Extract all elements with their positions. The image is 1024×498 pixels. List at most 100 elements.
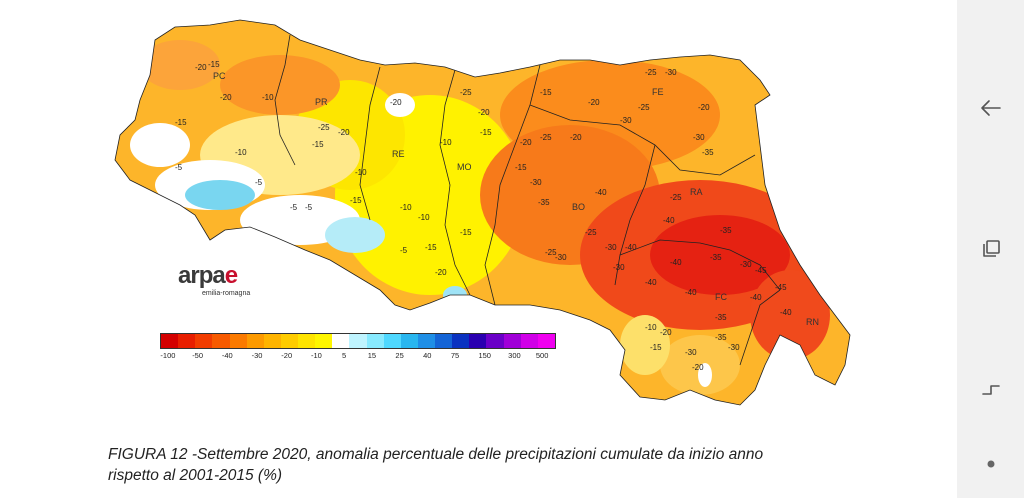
legend-swatch xyxy=(520,334,538,348)
legend-color-bar xyxy=(160,333,556,349)
isoline-label: -30 xyxy=(740,260,752,269)
legend-swatch xyxy=(263,334,281,348)
province-label: MO xyxy=(457,162,472,172)
province-borders xyxy=(114,19,851,406)
arpae-logo: arpae emilia-romagna xyxy=(178,262,268,312)
isoline-label: -20 xyxy=(390,98,402,107)
isoline-label: -20 xyxy=(220,93,232,102)
isoline-label: -45 xyxy=(755,266,767,275)
back-button[interactable] xyxy=(977,94,1005,122)
isoline-label: -15 xyxy=(175,118,187,127)
isoline-label: -30 xyxy=(685,348,697,357)
isoline-label: -20 xyxy=(570,133,582,142)
legend-tick: 300 xyxy=(508,351,521,360)
isoline-label: -40 xyxy=(780,308,792,317)
isoline-label: -20 xyxy=(478,108,490,117)
legend-swatch xyxy=(537,334,555,348)
isoline-labels: -20 -15 -20 -10 -15 -25 -20 -15 -10 -5 -… xyxy=(175,60,792,372)
legend-swatch xyxy=(349,334,367,348)
isoline-label: -10 xyxy=(645,323,657,332)
legend-tick: 5 xyxy=(342,351,347,360)
isoline-label: -15 xyxy=(540,88,552,97)
legend-swatch xyxy=(417,334,435,348)
isoline-label: -20 xyxy=(660,328,672,337)
isoline-label: -40 xyxy=(625,243,637,252)
isoline-label: -15 xyxy=(650,343,662,352)
isoline-label: -25 xyxy=(460,88,472,97)
isoline-label: -15 xyxy=(208,60,220,69)
legend-tick: -30 xyxy=(251,351,263,360)
navigation-dot-icon xyxy=(987,460,995,468)
isoline-label: -35 xyxy=(538,198,550,207)
isoline-label: -35 xyxy=(720,226,732,235)
legend-swatch xyxy=(332,334,350,348)
isoline-label: -35 xyxy=(702,148,714,157)
legend-tick: 25 xyxy=(395,351,404,360)
isoline-label: -30 xyxy=(555,253,567,262)
figure-caption: FIGURA 12 -Settembre 2020, anomalia perc… xyxy=(108,444,868,486)
isoline-label: -5 xyxy=(400,246,408,255)
province-label: FE xyxy=(652,87,664,97)
isoline-label: -30 xyxy=(530,178,542,187)
legend-tick: 500 xyxy=(535,351,549,360)
province-label: PR xyxy=(315,97,328,107)
province-label: FC xyxy=(715,292,727,302)
legend-swatch xyxy=(383,334,401,348)
isoline-label: -45 xyxy=(775,283,787,292)
isoline-label: -10 xyxy=(235,148,247,157)
isoline-label: -10 xyxy=(262,93,274,102)
legend-tick: -10 xyxy=(310,351,322,360)
isoline-label: -10 xyxy=(400,203,412,212)
isoline-label: -20 xyxy=(588,98,600,107)
legend-swatch xyxy=(400,334,418,348)
isoline-label: -30 xyxy=(605,243,617,252)
back-arrow-icon xyxy=(981,100,1001,116)
isoline-label: -40 xyxy=(595,188,607,197)
province-label: BO xyxy=(572,202,585,212)
isoline-label: -20 xyxy=(435,268,447,277)
isoline-label: -20 xyxy=(195,63,207,72)
isoline-label: -10 xyxy=(418,213,430,222)
legend-swatch xyxy=(161,334,179,348)
isoline-label: -5 xyxy=(255,178,263,187)
isoline-label: -30 xyxy=(613,263,625,272)
legend-swatch xyxy=(246,334,264,348)
home-button[interactable] xyxy=(977,376,1005,404)
province-label: PC xyxy=(213,71,226,81)
logo-subtitle: emilia-romagna xyxy=(202,290,251,297)
isoline-label: -5 xyxy=(290,203,298,212)
navigation-dot-button[interactable] xyxy=(977,450,1005,478)
isoline-label: -25 xyxy=(585,228,597,237)
province-label: RA xyxy=(690,187,703,197)
legend-tick: -100 xyxy=(160,351,176,360)
isoline-label: -25 xyxy=(540,133,552,142)
isoline-label: -25 xyxy=(670,193,682,202)
isoline-label: -15 xyxy=(350,196,362,205)
caption-line-2: rispetto al 2001-2015 (%) xyxy=(108,467,283,484)
legend-tick-labels: -100 -50 -40 -30 -20 -10 5 15 25 40 75 1… xyxy=(160,351,556,363)
isoline-label: -35 xyxy=(710,253,722,262)
isoline-label: -10 xyxy=(440,138,452,147)
legend-swatch xyxy=(435,334,453,348)
legend-tick: 40 xyxy=(423,351,432,360)
legend-swatch xyxy=(469,334,487,348)
isoline-label: -25 xyxy=(638,103,650,112)
isoline-label: -5 xyxy=(175,163,183,172)
isoline-label: -15 xyxy=(460,228,472,237)
province-label: RN xyxy=(806,317,819,327)
isoline-label: -5 xyxy=(305,203,313,212)
legend-swatch xyxy=(315,334,333,348)
isoline-label: -25 xyxy=(318,123,330,132)
logo-wordmark: arpae xyxy=(178,262,238,289)
isoline-label: -20 xyxy=(698,103,710,112)
isoline-label: -35 xyxy=(715,333,727,342)
legend-swatch xyxy=(195,334,213,348)
isoline-label: -30 xyxy=(620,116,632,125)
isoline-label: -40 xyxy=(750,293,762,302)
legend-tick: -20 xyxy=(281,351,293,360)
recents-button[interactable] xyxy=(977,235,1005,263)
legend-swatch xyxy=(366,334,384,348)
isoline-label: -10 xyxy=(355,168,367,177)
province-labels: PC PR RE MO FE BO RA FC RN xyxy=(213,71,819,327)
isoline-label: -25 xyxy=(645,68,657,77)
